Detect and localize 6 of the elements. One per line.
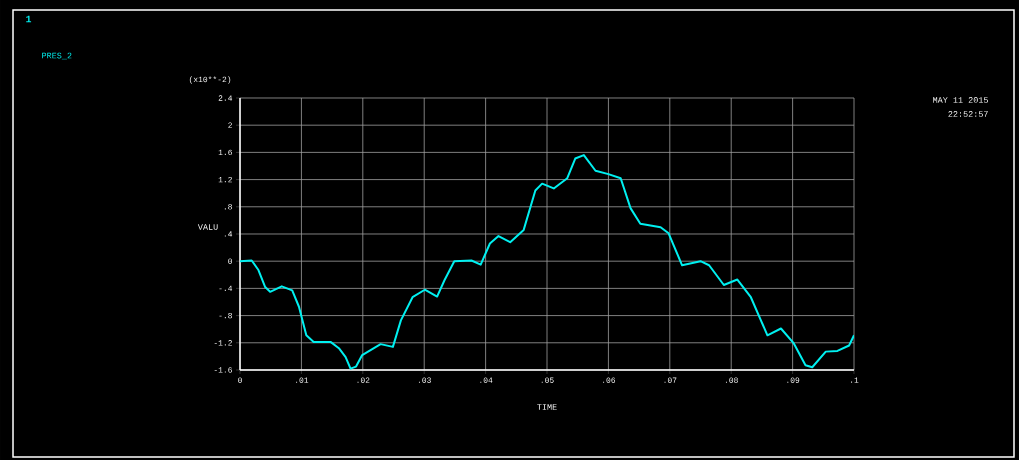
text: MAY 11 2015 — [933, 97, 988, 103]
y-axis-title: VALU — [197, 224, 218, 230]
text: 22:52:57 — [948, 111, 988, 117]
x-axis-title: TIME — [537, 404, 557, 410]
text: 1 — [26, 15, 32, 23]
text: PRES_2 — [42, 52, 72, 60]
